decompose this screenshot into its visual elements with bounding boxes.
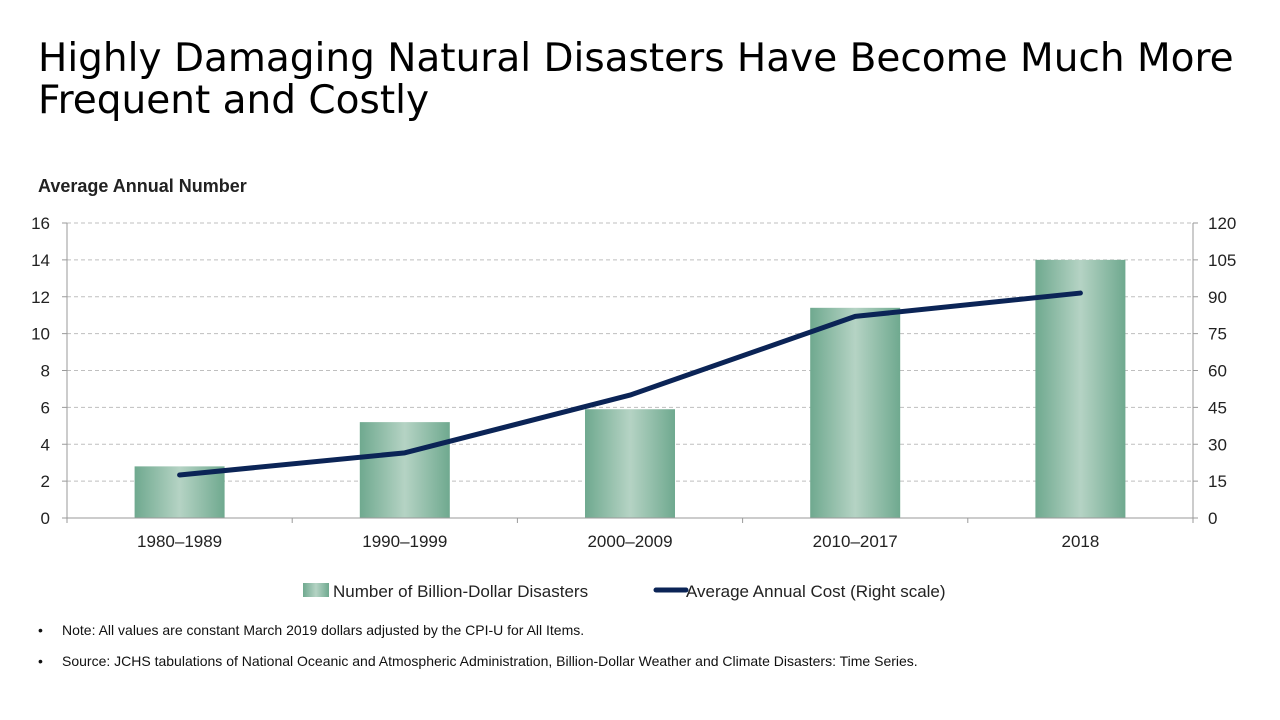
bullet: •	[38, 622, 43, 638]
y-tick-label: 12	[31, 288, 50, 307]
y-tick-label: 4	[41, 435, 50, 454]
y-axis-title: Average Annual Number	[38, 176, 247, 196]
source-item: • Source: JCHS tabulations of National O…	[38, 653, 1238, 684]
cost-line	[177, 290, 1083, 478]
y-tick-label: 2	[41, 472, 50, 491]
y-tick-label: 14	[31, 251, 50, 270]
x-tick-label: 2000–2009	[587, 532, 672, 551]
bar	[810, 307, 901, 518]
y-tick-label: 6	[41, 398, 50, 417]
y-tick-label: 8	[41, 362, 50, 381]
source-text: Source: JCHS tabulations of National Oce…	[62, 653, 918, 669]
y2-tick-label: 30	[1208, 435, 1227, 454]
note-item: • Note: All values are constant March 20…	[38, 622, 1238, 653]
y-tick-label: 16	[31, 214, 50, 233]
legend-bar-swatch	[303, 583, 329, 597]
y2-tick-label: 90	[1208, 288, 1227, 307]
legend-line-label: Average Annual Cost (Right scale)	[686, 582, 946, 601]
y2-tick-label: 15	[1208, 472, 1227, 491]
y-tick-label: 10	[31, 325, 50, 344]
y-tick-label: 0	[41, 509, 50, 528]
bar	[1035, 259, 1126, 518]
x-tick-label: 1980–1989	[137, 532, 222, 551]
y2-tick-label: 105	[1208, 251, 1236, 270]
y2-tick-label: 0	[1208, 509, 1217, 528]
x-tick-label: 2010–2017	[813, 532, 898, 551]
y2-tick-label: 120	[1208, 214, 1236, 233]
y2-tick-label: 60	[1208, 362, 1227, 381]
notes-list: • Note: All values are constant March 20…	[38, 622, 1238, 684]
y2-tick-label: 45	[1208, 398, 1227, 417]
x-tick-label: 1990–1999	[362, 532, 447, 551]
bullet: •	[38, 653, 43, 669]
bar	[359, 422, 450, 518]
legend-bar-label: Number of Billion-Dollar Disasters	[333, 582, 588, 601]
note-text: Note: All values are constant March 2019…	[62, 622, 585, 638]
y2-tick-label: 75	[1208, 325, 1227, 344]
bar	[585, 409, 675, 518]
page-title: Highly Damaging Natural Disasters Have B…	[38, 36, 1234, 123]
x-tick-label: 2018	[1061, 532, 1099, 551]
